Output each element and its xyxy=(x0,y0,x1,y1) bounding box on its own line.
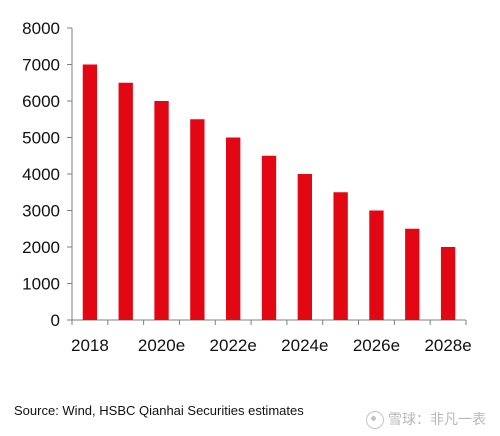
bar xyxy=(369,210,384,320)
y-tick-label: 8000 xyxy=(22,19,60,38)
x-tick-label: 2026e xyxy=(353,336,400,355)
bar-series xyxy=(82,64,456,320)
x-tick-label: 2018 xyxy=(71,336,109,355)
y-tick-label: 6000 xyxy=(22,92,60,111)
bar xyxy=(261,155,277,320)
bar xyxy=(118,82,133,320)
y-tick-label: 0 xyxy=(51,311,60,330)
x-axis: 2018 2020e 2022e 2024e 2026e 2028e xyxy=(71,319,472,355)
y-axis: 0 1000 2000 3000 4000 5000 6000 7000 8000 xyxy=(22,19,73,330)
bar xyxy=(226,137,241,320)
y-tick-label: 2000 xyxy=(22,238,60,257)
y-tick-label: 3000 xyxy=(22,202,60,221)
source-note: Source: Wind, HSBC Qianhai Securities es… xyxy=(14,403,304,418)
watermark: 雪球：非凡一表 xyxy=(366,409,486,430)
snowball-logo-icon xyxy=(366,411,384,430)
y-tick-label: 1000 xyxy=(22,275,60,294)
y-tick-label: 5000 xyxy=(22,129,60,148)
x-tick-label: 2022e xyxy=(210,336,257,355)
bar xyxy=(440,247,456,320)
bar xyxy=(82,64,98,320)
bar xyxy=(190,119,205,320)
x-tick-label: 2028e xyxy=(424,336,471,355)
y-tick-label: 7000 xyxy=(22,56,60,75)
bar xyxy=(297,174,312,320)
y-tick-label: 4000 xyxy=(22,165,60,184)
bar xyxy=(154,101,169,320)
bar xyxy=(405,228,420,320)
watermark-text: 雪球：非凡一表 xyxy=(388,411,486,427)
bar xyxy=(333,192,348,320)
x-tick-label: 2020e xyxy=(138,336,185,355)
x-tick-label: 2024e xyxy=(281,336,328,355)
